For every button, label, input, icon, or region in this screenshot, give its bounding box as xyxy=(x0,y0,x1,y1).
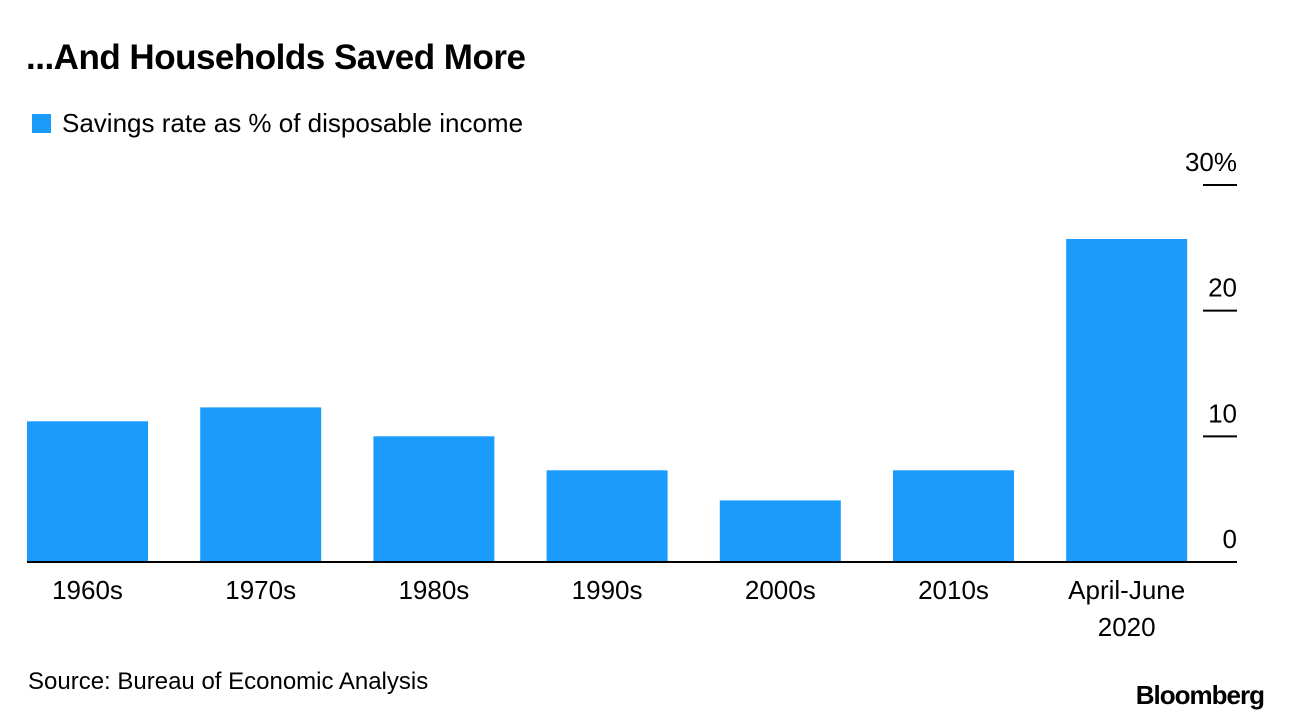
x-tick-label: 1990s xyxy=(572,575,643,605)
bar-2010s xyxy=(893,470,1014,562)
legend-label: Savings rate as % of disposable income xyxy=(62,108,524,138)
bar-2000s xyxy=(719,500,841,562)
y-tick-label: 0 xyxy=(1223,524,1237,554)
bar-1960s xyxy=(27,421,148,562)
x-tick-label: April-June 2020 xyxy=(1068,575,1185,642)
bar-1970s xyxy=(200,407,322,562)
y-tick-label: 30% xyxy=(1185,147,1237,177)
x-tick-label: 2000s xyxy=(745,575,816,605)
bar-1980s xyxy=(373,436,495,562)
source-note: Source: Bureau of Economic Analysis xyxy=(28,668,429,695)
x-tick-label: 1980s xyxy=(398,575,469,605)
legend: Savings rate as % of disposable income xyxy=(32,106,523,140)
bloomberg-logo: Bloomberg xyxy=(1135,680,1265,710)
legend-swatch xyxy=(32,113,51,133)
y-tick-label: 20 xyxy=(1208,273,1237,303)
bar-1990s xyxy=(546,470,668,562)
bar-april-june-2020 xyxy=(1066,239,1188,562)
x-tick-label: 1960s xyxy=(52,575,123,605)
chart-title: ...And Households Saved More xyxy=(26,38,526,77)
y-tick-label: 10 xyxy=(1208,398,1237,428)
x-tick-label: 1970s xyxy=(225,575,296,605)
x-tick-label: 2010s xyxy=(918,575,989,605)
